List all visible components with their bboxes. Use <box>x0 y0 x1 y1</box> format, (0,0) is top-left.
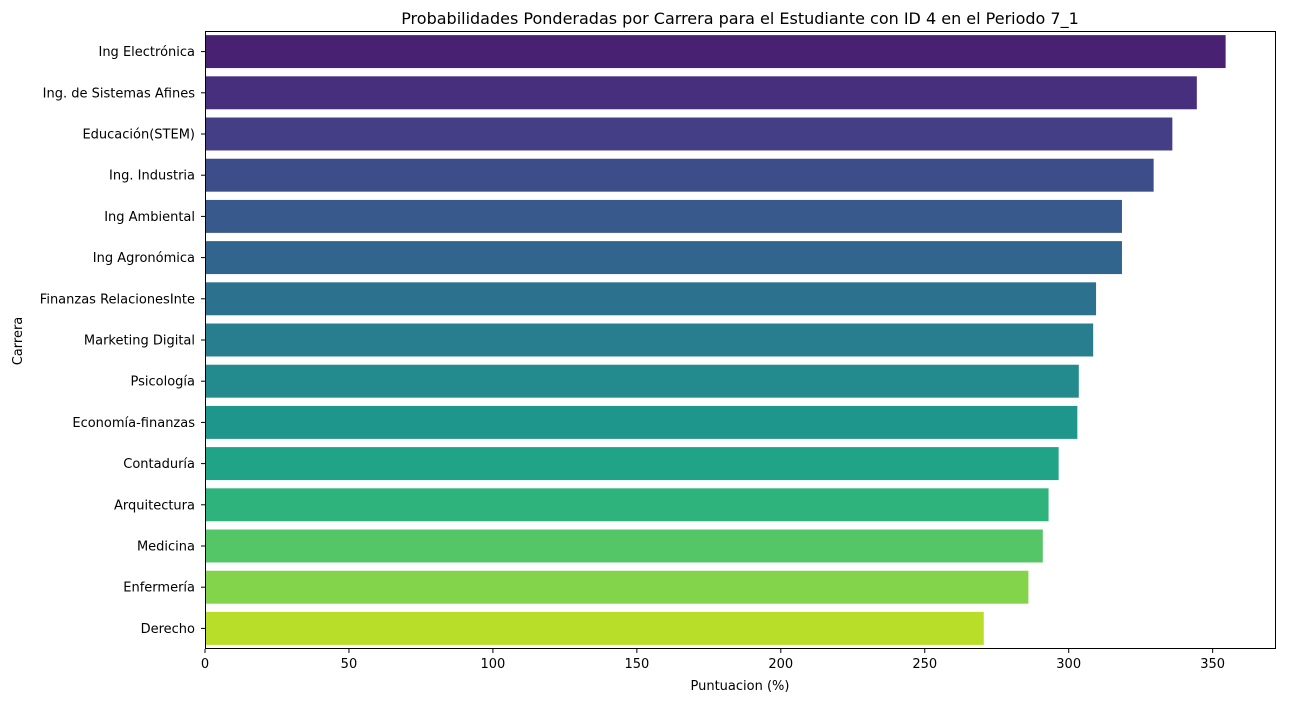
x-ticks-group: 0 50 100 150 200 250 300 350 <box>201 649 1225 672</box>
bar-5 <box>205 241 1122 275</box>
bar-10 <box>205 447 1059 481</box>
bar-7 <box>205 323 1094 357</box>
chart-title: Probabilidades Ponderadas por Carrera pa… <box>401 9 1079 29</box>
y-tick-label-13: Enfermería <box>123 581 195 596</box>
bar-11 <box>205 488 1049 522</box>
bar-3 <box>205 158 1154 192</box>
y-tick-label-2: Educación(STEM) <box>82 128 195 143</box>
bar-2 <box>205 117 1173 151</box>
y-tick-label-4: Ing Ambiental <box>104 210 195 225</box>
bar-0 <box>205 35 1226 69</box>
bar-9 <box>205 405 1078 439</box>
y-tick-label-14: Derecho <box>141 622 195 637</box>
y-ticks-group: Ing Electrónica Ing. de Sistemas Afines Ed… <box>40 45 205 637</box>
x-tick-label-1: 50 <box>341 657 358 672</box>
bar-12 <box>205 529 1043 563</box>
y-tick-label-9: Economía-finanzas <box>72 416 195 431</box>
x-axis-title: Puntuacion (%) <box>691 679 790 694</box>
y-tick-label-10: Contaduría <box>123 457 195 472</box>
y-tick-label-6: Finanzas RelacionesInte <box>40 292 195 307</box>
x-tick-label-7: 350 <box>1200 657 1225 672</box>
y-tick-label-11: Arquitectura <box>114 498 195 513</box>
x-tick-label-6: 300 <box>1056 657 1081 672</box>
x-tick-label-3: 150 <box>624 657 649 672</box>
y-tick-label-8: Psicología <box>131 375 196 390</box>
bar-14 <box>205 611 984 645</box>
y-axis-title: Carrera <box>11 317 26 366</box>
y-tick-label-0: Ing Electrónica <box>98 45 195 60</box>
x-tick-label-4: 200 <box>768 657 793 672</box>
bar-8 <box>205 364 1079 398</box>
y-tick-label-1: Ing. de Sistemas Afines <box>43 86 196 101</box>
bar-4 <box>205 199 1122 233</box>
y-tick-label-3: Ing. Industria <box>109 169 195 184</box>
x-tick-label-0: 0 <box>201 657 209 672</box>
bar-1 <box>205 76 1197 110</box>
bars-group <box>205 35 1226 645</box>
bar-6 <box>205 282 1097 316</box>
y-tick-label-5: Ing Agronómica <box>93 251 195 266</box>
x-tick-label-2: 100 <box>480 657 505 672</box>
y-tick-label-7: Marketing Digital <box>84 334 195 349</box>
y-tick-label-12: Medicina <box>137 540 195 555</box>
plot-frame <box>205 31 1276 649</box>
x-tick-label-5: 250 <box>912 657 937 672</box>
bar-13 <box>205 570 1029 604</box>
